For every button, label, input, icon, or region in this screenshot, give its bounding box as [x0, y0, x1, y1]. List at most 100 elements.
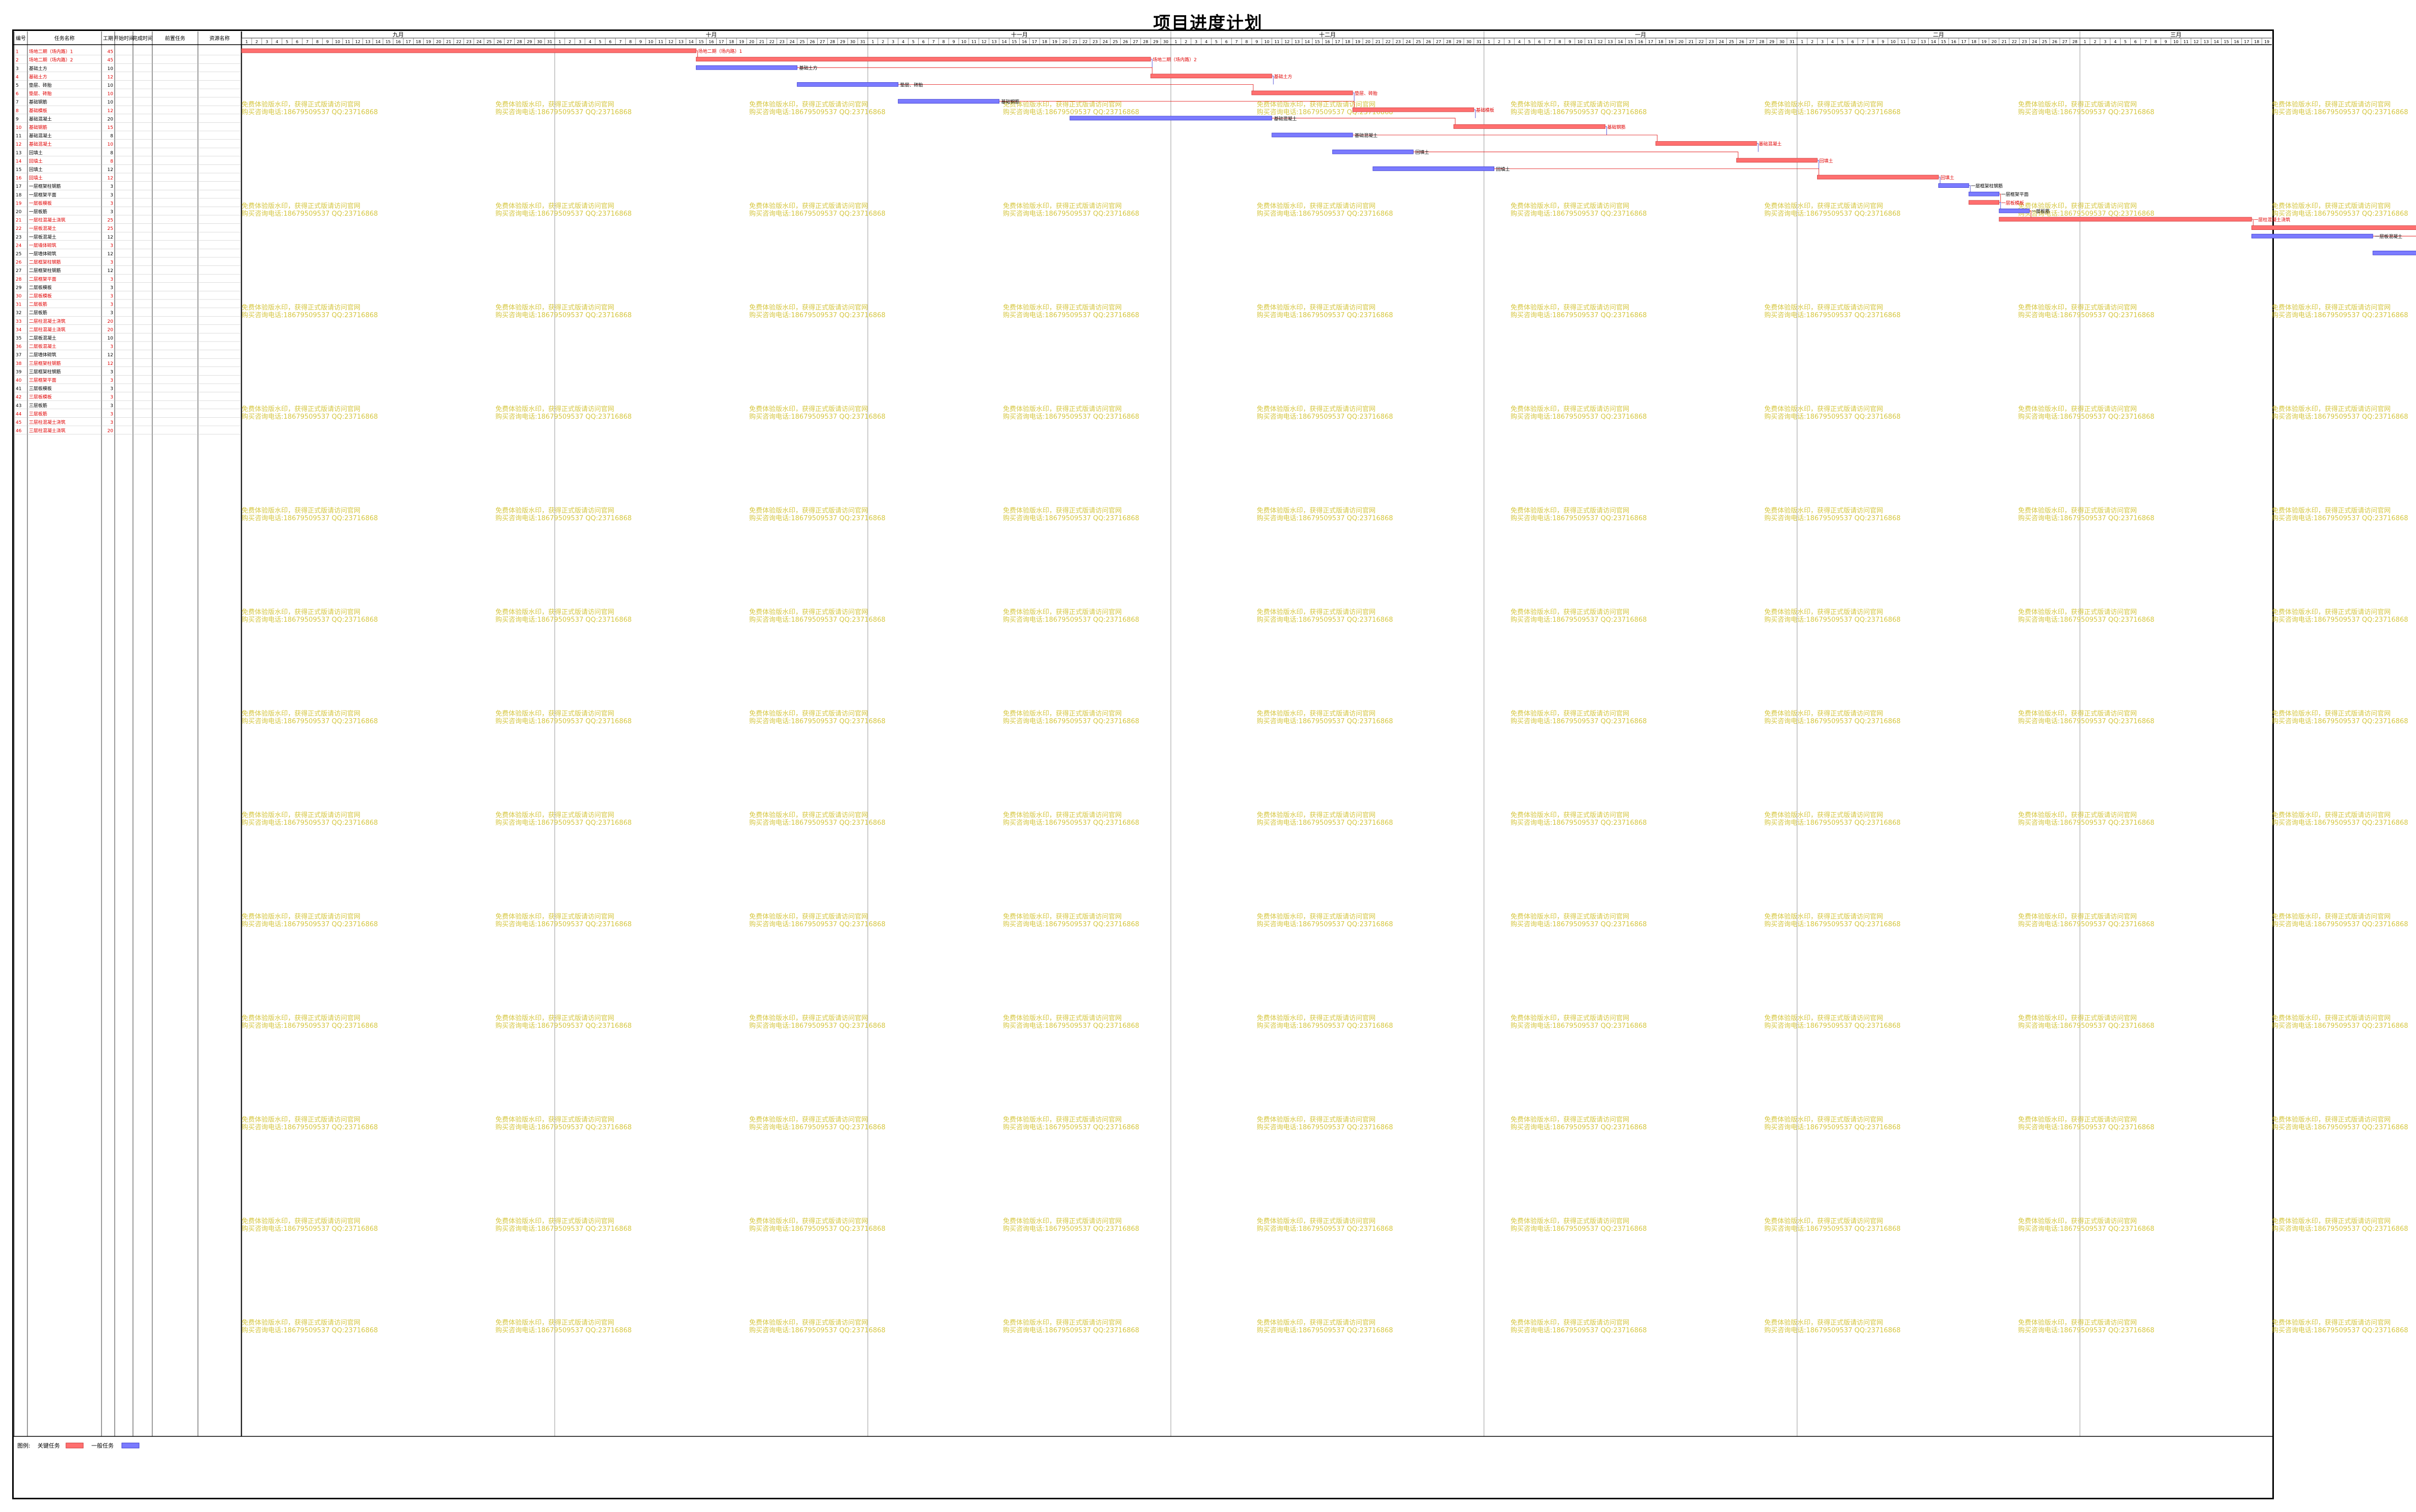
- task-bar: [1150, 74, 1272, 79]
- task-id-cell: 30: [16, 294, 22, 299]
- task-bar: [1069, 116, 1272, 121]
- day-label: 31: [1477, 40, 1482, 44]
- watermark-text: 免费体验版水印，获得正式版请访问官网: [242, 1014, 360, 1022]
- watermark-text: 购买咨询电话:18679509537 QQ:23716868: [242, 108, 378, 116]
- task-bar-label: 回填土: [1940, 175, 1954, 181]
- watermark-text: 购买咨询电话:18679509537 QQ:23716868: [495, 616, 632, 624]
- watermark-text: 免费体验版水印，获得正式版请访问官网: [1764, 710, 1883, 718]
- day-label: 13: [365, 40, 371, 44]
- watermark-text: 免费体验版水印，获得正式版请访问官网: [2272, 304, 2391, 312]
- day-label: 4: [276, 40, 278, 44]
- watermark-text: 免费体验版水印，获得正式版请访问官网: [1257, 608, 1375, 616]
- day-label: 5: [1528, 40, 1531, 44]
- watermark-text: 购买咨询电话:18679509537 QQ:23716868: [242, 920, 378, 928]
- task-name-cell: 三层柱混凝土浇筑: [29, 419, 65, 425]
- watermark-text: 免费体验版水印，获得正式版请访问官网: [2272, 710, 2391, 718]
- day-label: 9: [1255, 40, 1258, 44]
- watermark-text: 免费体验版水印，获得正式版请访问官网: [749, 1217, 868, 1225]
- watermark-text: 购买咨询电话:18679509537 QQ:23716868: [1003, 616, 1139, 624]
- watermark-text: 免费体验版水印，获得正式版请访问官网: [1511, 1319, 1629, 1327]
- day-label: 16: [1325, 40, 1330, 44]
- task-bar-label: 场地二期（场内路）2: [1153, 57, 1197, 63]
- task-duration-cell: 25: [108, 218, 113, 223]
- table-header-cell: 编号: [16, 35, 26, 42]
- day-label: 24: [1719, 40, 1724, 44]
- task-duration-cell: 3: [110, 412, 113, 417]
- day-label: 12: [2194, 40, 2199, 44]
- day-label: 12: [1285, 40, 1290, 44]
- day-label: 26: [1123, 40, 1128, 44]
- day-label: 24: [789, 40, 794, 44]
- table-header-cell: 前置任务: [165, 35, 185, 42]
- task-name-cell: 场地二期（场内路）1: [29, 49, 73, 55]
- task-duration-cell: 12: [108, 252, 113, 257]
- watermark-text: 免费体验版水印，获得正式版请访问官网: [495, 100, 614, 109]
- watermark-text: 购买咨询电话:18679509537 QQ:23716868: [1003, 514, 1139, 522]
- day-label: 29: [1769, 40, 1774, 44]
- watermark-text: 购买咨询电话:18679509537 QQ:23716868: [2018, 108, 2155, 116]
- task-bar-label: 基础模板: [1476, 107, 1494, 113]
- day-label: 15: [1941, 40, 1946, 44]
- watermark-text: 免费体验版水印，获得正式版请访问官网: [1257, 1319, 1375, 1327]
- task-bar: [1999, 217, 2252, 222]
- day-label: 18: [2254, 40, 2259, 44]
- watermark-text: 免费体验版水印，获得正式版请访问官网: [1764, 202, 1883, 210]
- day-label: 17: [1961, 40, 1966, 44]
- day-label: 9: [1568, 40, 1571, 44]
- task-name-cell: 场地二期（场内路）2: [29, 57, 73, 63]
- day-label: 26: [810, 40, 815, 44]
- watermark-text: 免费体验版水印，获得正式版请访问官网: [495, 202, 614, 210]
- task-duration-cell: 8: [110, 159, 113, 164]
- task-bar-label: 基础钢筋: [1607, 124, 1626, 130]
- day-label: 5: [1841, 40, 1844, 44]
- task-duration-cell: 3: [110, 369, 113, 375]
- day-label: 8: [1871, 40, 1874, 44]
- watermark-text: 免费体验版水印，获得正式版请访问官网: [495, 1116, 614, 1124]
- task-id-cell: 39: [16, 369, 22, 375]
- task-duration-cell: 20: [108, 319, 114, 324]
- watermark-text: 购买咨询电话:18679509537 QQ:23716868: [749, 920, 886, 928]
- task-duration-cell: 25: [108, 226, 113, 231]
- day-label: 15: [698, 40, 703, 44]
- task-duration-cell: 3: [110, 210, 113, 215]
- task-bar: [1453, 124, 1605, 129]
- dependency-link: [1999, 202, 2001, 211]
- day-label: 11: [1274, 40, 1280, 44]
- watermark-text: 免费体验版水印，获得正式版请访问官网: [1511, 1014, 1629, 1022]
- watermark-text: 免费体验版水印，获得正式版请访问官网: [495, 608, 614, 616]
- task-bar-label: 回填土: [1496, 166, 1510, 172]
- dependency-link: [1999, 193, 2001, 203]
- watermark-text: 免费体验版水印，获得正式版请访问官网: [749, 405, 868, 413]
- day-label: 6: [2134, 40, 2137, 44]
- watermark-text: 免费体验版水印，获得正式版请访问官网: [1257, 202, 1375, 210]
- task-id-cell: 15: [16, 167, 21, 173]
- task-name-cell: 一层板筋: [29, 209, 47, 215]
- task-bar: [898, 99, 999, 104]
- watermark-text: 购买咨询电话:18679509537 QQ:23716868: [1257, 1123, 1393, 1131]
- day-label: 22: [769, 40, 775, 44]
- watermark-text: 免费体验版水印，获得正式版请访问官网: [1257, 1217, 1375, 1225]
- day-label: 27: [1749, 40, 1754, 44]
- day-label: 20: [1679, 40, 1684, 44]
- watermark-text: 免费体验版水印，获得正式版请访问官网: [2018, 304, 2137, 312]
- watermark-text: 购买咨询电话:18679509537 QQ:23716868: [1511, 311, 1647, 319]
- task-id-cell: 37: [16, 353, 21, 358]
- day-label: 5: [1215, 40, 1218, 44]
- watermark-text: 免费体验版水印，获得正式版请访问官网: [1003, 405, 1122, 413]
- watermark-text: 购买咨询电话:18679509537 QQ:23716868: [1764, 210, 1901, 218]
- day-label: 4: [2114, 40, 2117, 44]
- day-label: 1: [871, 40, 874, 44]
- watermark-text: 免费体验版水印，获得正式版请访问官网: [242, 100, 360, 109]
- task-name-cell: 二层墙体砌筑: [29, 352, 56, 358]
- watermark-text: 购买咨询电话:18679509537 QQ:23716868: [242, 1326, 378, 1334]
- day-label: 23: [780, 40, 785, 44]
- day-label: 6: [922, 40, 925, 44]
- task-name-cell: 三层框架柱钢筋: [29, 360, 61, 366]
- watermark-text: 购买咨询电话:18679509537 QQ:23716868: [1511, 108, 1647, 116]
- dependency-link: [1757, 143, 1759, 152]
- task-id-cell: 27: [16, 268, 21, 274]
- task-duration-cell: 12: [108, 268, 113, 274]
- day-label: 2: [882, 40, 884, 44]
- watermark-text: 免费体验版水印，获得正式版请访问官网: [1257, 507, 1375, 515]
